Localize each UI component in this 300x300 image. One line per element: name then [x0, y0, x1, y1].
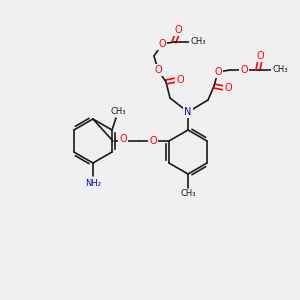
Text: O: O	[240, 65, 248, 75]
Text: O: O	[154, 65, 162, 75]
Text: O: O	[119, 134, 127, 144]
Text: CH₃: CH₃	[110, 107, 126, 116]
Text: CH₃: CH₃	[190, 38, 206, 46]
Text: CH₃: CH₃	[180, 190, 196, 199]
Text: O: O	[176, 75, 184, 85]
Text: CH₃: CH₃	[272, 65, 288, 74]
Text: O: O	[174, 25, 182, 35]
Text: O: O	[158, 39, 166, 49]
Text: O: O	[149, 136, 157, 146]
Text: O: O	[256, 51, 264, 61]
Text: N: N	[184, 107, 192, 117]
Text: O: O	[214, 67, 222, 77]
Text: O: O	[224, 83, 232, 93]
Text: NH₂: NH₂	[85, 178, 101, 188]
